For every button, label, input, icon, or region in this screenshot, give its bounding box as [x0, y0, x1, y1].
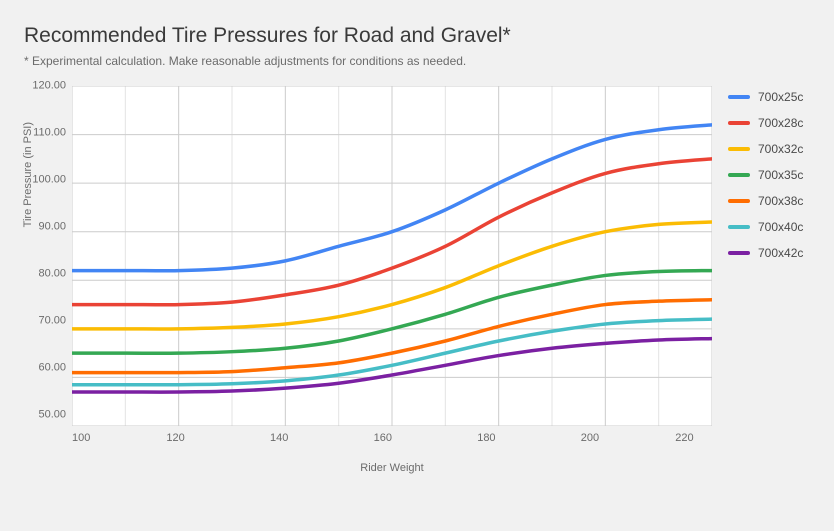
series-line: [72, 300, 712, 373]
series-lines: [72, 86, 712, 426]
legend: 700x25c 700x28c 700x32c 700x35c 700x38c 700x4…: [728, 86, 803, 474]
y-tick: 120.00: [24, 81, 66, 92]
legend-label: 700x35c: [758, 168, 803, 182]
y-tick: 50.00: [24, 410, 66, 421]
plot-area: [72, 86, 712, 426]
legend-label: 700x38c: [758, 194, 803, 208]
y-tick: 60.00: [24, 363, 66, 374]
x-tick: 200: [581, 432, 599, 444]
legend-item: 700x40c: [728, 220, 803, 234]
legend-swatch: [728, 121, 750, 125]
legend-item: 700x25c: [728, 90, 803, 104]
x-tick: 160: [374, 432, 392, 444]
chart-container: Recommended Tire Pressures for Road and …: [0, 0, 834, 531]
legend-label: 700x32c: [758, 142, 803, 156]
x-tick: 220: [675, 432, 693, 444]
legend-swatch: [728, 95, 750, 99]
chart-area: Tire Pressure (in PSI) 120.00110.00100.0…: [24, 86, 814, 474]
legend-item: 700x28c: [728, 116, 803, 130]
chart-subtitle: * Experimental calculation. Make reasona…: [24, 54, 814, 68]
y-tick: 100.00: [24, 175, 66, 186]
chart-title: Recommended Tire Pressures for Road and …: [24, 24, 814, 48]
legend-item: 700x42c: [728, 246, 803, 260]
legend-label: 700x28c: [758, 116, 803, 130]
legend-item: 700x35c: [728, 168, 803, 182]
x-axis-label: Rider Weight: [72, 462, 712, 474]
x-tick: 100: [72, 432, 90, 444]
legend-swatch: [728, 147, 750, 151]
legend-label: 700x42c: [758, 246, 803, 260]
legend-item: 700x32c: [728, 142, 803, 156]
y-tick: 70.00: [24, 316, 66, 327]
legend-swatch: [728, 199, 750, 203]
legend-swatch: [728, 251, 750, 255]
y-axis-ticks: 120.00110.00100.0090.0080.0070.0060.0050…: [24, 86, 72, 426]
plot-wrap: 100 120 140 160 180 200 220 Rider Weight: [72, 86, 712, 474]
legend-swatch: [728, 173, 750, 177]
x-axis-ticks: 100 120 140 160 180 200 220: [72, 432, 712, 444]
legend-label: 700x40c: [758, 220, 803, 234]
y-tick: 90.00: [24, 222, 66, 233]
legend-label: 700x25c: [758, 90, 803, 104]
x-tick: 120: [166, 432, 184, 444]
legend-swatch: [728, 225, 750, 229]
series-line: [72, 125, 712, 271]
x-tick: 180: [477, 432, 495, 444]
series-line: [72, 271, 712, 354]
y-tick: 80.00: [24, 269, 66, 280]
y-tick: 110.00: [24, 128, 66, 139]
legend-item: 700x38c: [728, 194, 803, 208]
x-tick: 140: [270, 432, 288, 444]
